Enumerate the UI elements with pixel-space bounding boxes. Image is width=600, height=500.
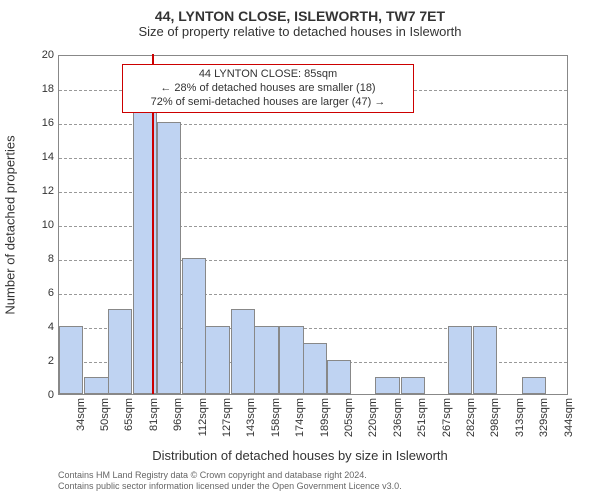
chart-container: 44, LYNTON CLOSE, ISLEWORTH, TW7 7ET Siz…: [0, 0, 600, 500]
x-tick-label: 50sqm: [99, 398, 111, 448]
histogram-bar: [157, 122, 181, 394]
x-tick-label: 143sqm: [245, 398, 257, 448]
x-tick-label: 313sqm: [514, 398, 526, 448]
histogram-bar: [303, 343, 327, 394]
x-tick-label: 220sqm: [367, 398, 379, 448]
histogram-bar: [279, 326, 303, 394]
histogram-bar: [182, 258, 206, 394]
histogram-bar: [84, 377, 108, 394]
y-tick-label: 8: [14, 253, 54, 265]
x-tick-label: 205sqm: [343, 398, 355, 448]
histogram-bar: [522, 377, 546, 394]
info-box-line: 72% of semi-detached houses are larger (…: [129, 96, 407, 110]
histogram-bar: [473, 326, 497, 394]
property-info-box: 44 LYNTON CLOSE: 85sqm← 28% of detached …: [122, 64, 414, 113]
histogram-bar: [205, 326, 229, 394]
x-tick-label: 34sqm: [75, 398, 87, 448]
footer-line-1: Contains HM Land Registry data © Crown c…: [58, 470, 402, 481]
x-tick-label: 112sqm: [197, 398, 209, 448]
y-tick-label: 0: [14, 389, 54, 401]
chart-subtitle: Size of property relative to detached ho…: [0, 24, 600, 43]
x-tick-label: 174sqm: [294, 398, 306, 448]
histogram-bar: [231, 309, 255, 394]
x-tick-label: 158sqm: [270, 398, 282, 448]
y-tick-label: 6: [14, 287, 54, 299]
histogram-bar: [327, 360, 351, 394]
x-tick-label: 251sqm: [416, 398, 428, 448]
x-tick-label: 236sqm: [392, 398, 404, 448]
footer-line-2: Contains public sector information licen…: [58, 481, 402, 492]
plot-area: 44 LYNTON CLOSE: 85sqm← 28% of detached …: [58, 55, 568, 395]
y-tick-label: 18: [14, 83, 54, 95]
chart-footer: Contains HM Land Registry data © Crown c…: [58, 470, 402, 492]
y-tick-label: 10: [14, 219, 54, 231]
histogram-bar: [401, 377, 425, 394]
y-tick-label: 4: [14, 321, 54, 333]
x-tick-label: 329sqm: [538, 398, 550, 448]
y-tick-label: 20: [14, 49, 54, 61]
y-tick-label: 16: [14, 117, 54, 129]
x-tick-label: 344sqm: [563, 398, 575, 448]
info-box-line: 44 LYNTON CLOSE: 85sqm: [129, 68, 407, 82]
x-tick-label: 282sqm: [465, 398, 477, 448]
histogram-bar: [108, 309, 132, 394]
chart-title: 44, LYNTON CLOSE, ISLEWORTH, TW7 7ET: [0, 0, 600, 24]
x-tick-label: 127sqm: [221, 398, 233, 448]
histogram-bar: [375, 377, 399, 394]
x-tick-label: 81sqm: [148, 398, 160, 448]
y-tick-label: 14: [14, 151, 54, 163]
x-tick-label: 96sqm: [172, 398, 184, 448]
y-tick-label: 12: [14, 185, 54, 197]
histogram-bar: [59, 326, 83, 394]
x-tick-label: 189sqm: [319, 398, 331, 448]
x-tick-label: 267sqm: [441, 398, 453, 448]
info-box-line: ← 28% of detached houses are smaller (18…: [129, 82, 407, 96]
x-axis-label: Distribution of detached houses by size …: [0, 448, 600, 463]
x-tick-label: 298sqm: [489, 398, 501, 448]
y-tick-label: 2: [14, 355, 54, 367]
histogram-bar: [448, 326, 472, 394]
histogram-bar: [254, 326, 278, 394]
x-tick-label: 65sqm: [123, 398, 135, 448]
